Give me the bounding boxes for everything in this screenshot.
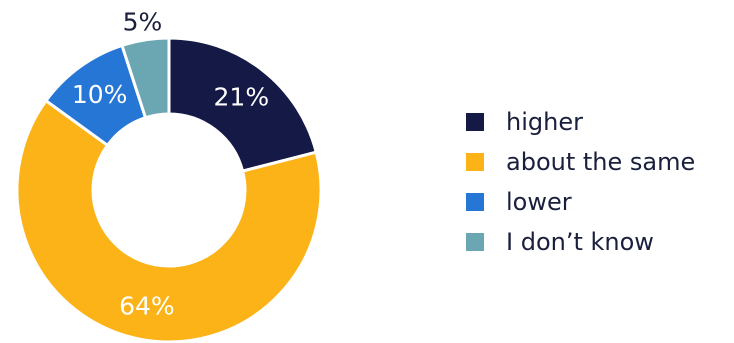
data-label-i-don-t-know: 5%	[123, 8, 163, 37]
legend-label-lower: lower	[506, 188, 572, 216]
slice-about-the-same	[15, 98, 323, 343]
legend-swatch-about-the-same	[466, 153, 484, 171]
legend-item-dont-know: I don’t know	[466, 222, 695, 262]
legend-item-lower: lower	[466, 182, 695, 222]
legend-swatch-dont-know	[466, 233, 484, 251]
legend-swatch-lower	[466, 193, 484, 211]
legend: higher about the same lower I don’t know	[466, 102, 695, 262]
data-label-higher: 21%	[214, 82, 270, 111]
donut-slices	[15, 36, 323, 343]
legend-item-higher: higher	[466, 102, 695, 142]
legend-swatch-higher	[466, 113, 484, 131]
data-label-lower: 10%	[72, 80, 128, 109]
legend-item-about-the-same: about the same	[466, 142, 695, 182]
data-label-about-the-same: 64%	[119, 291, 175, 320]
donut-data-labels: 21% 64% 10% 5%	[72, 8, 269, 321]
slice-i-don-t-know	[120, 36, 171, 120]
legend-label-dont-know: I don’t know	[506, 228, 654, 256]
legend-label-higher: higher	[506, 108, 583, 136]
legend-label-about-the-same: about the same	[506, 148, 696, 176]
slice-higher	[167, 36, 319, 173]
